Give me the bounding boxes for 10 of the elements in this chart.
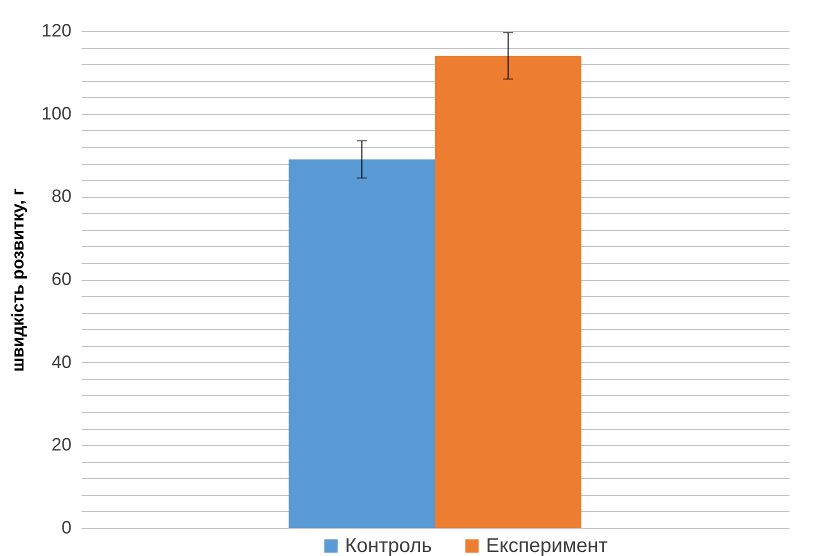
y-tick-label: 120 [41,20,72,40]
y-tick-label: 100 [41,103,72,124]
y-tick-label: 80 [51,186,72,206]
legend-label: Експеримент [486,535,608,556]
y-tick-label: 40 [51,352,72,372]
y-tick-label: 20 [51,434,72,455]
legend-label: Контроль [345,535,432,556]
y-axis-title: швидкість розвитку, г [8,188,28,372]
y-tick-label: 0 [61,518,72,538]
y-tick-label: 60 [51,269,72,289]
